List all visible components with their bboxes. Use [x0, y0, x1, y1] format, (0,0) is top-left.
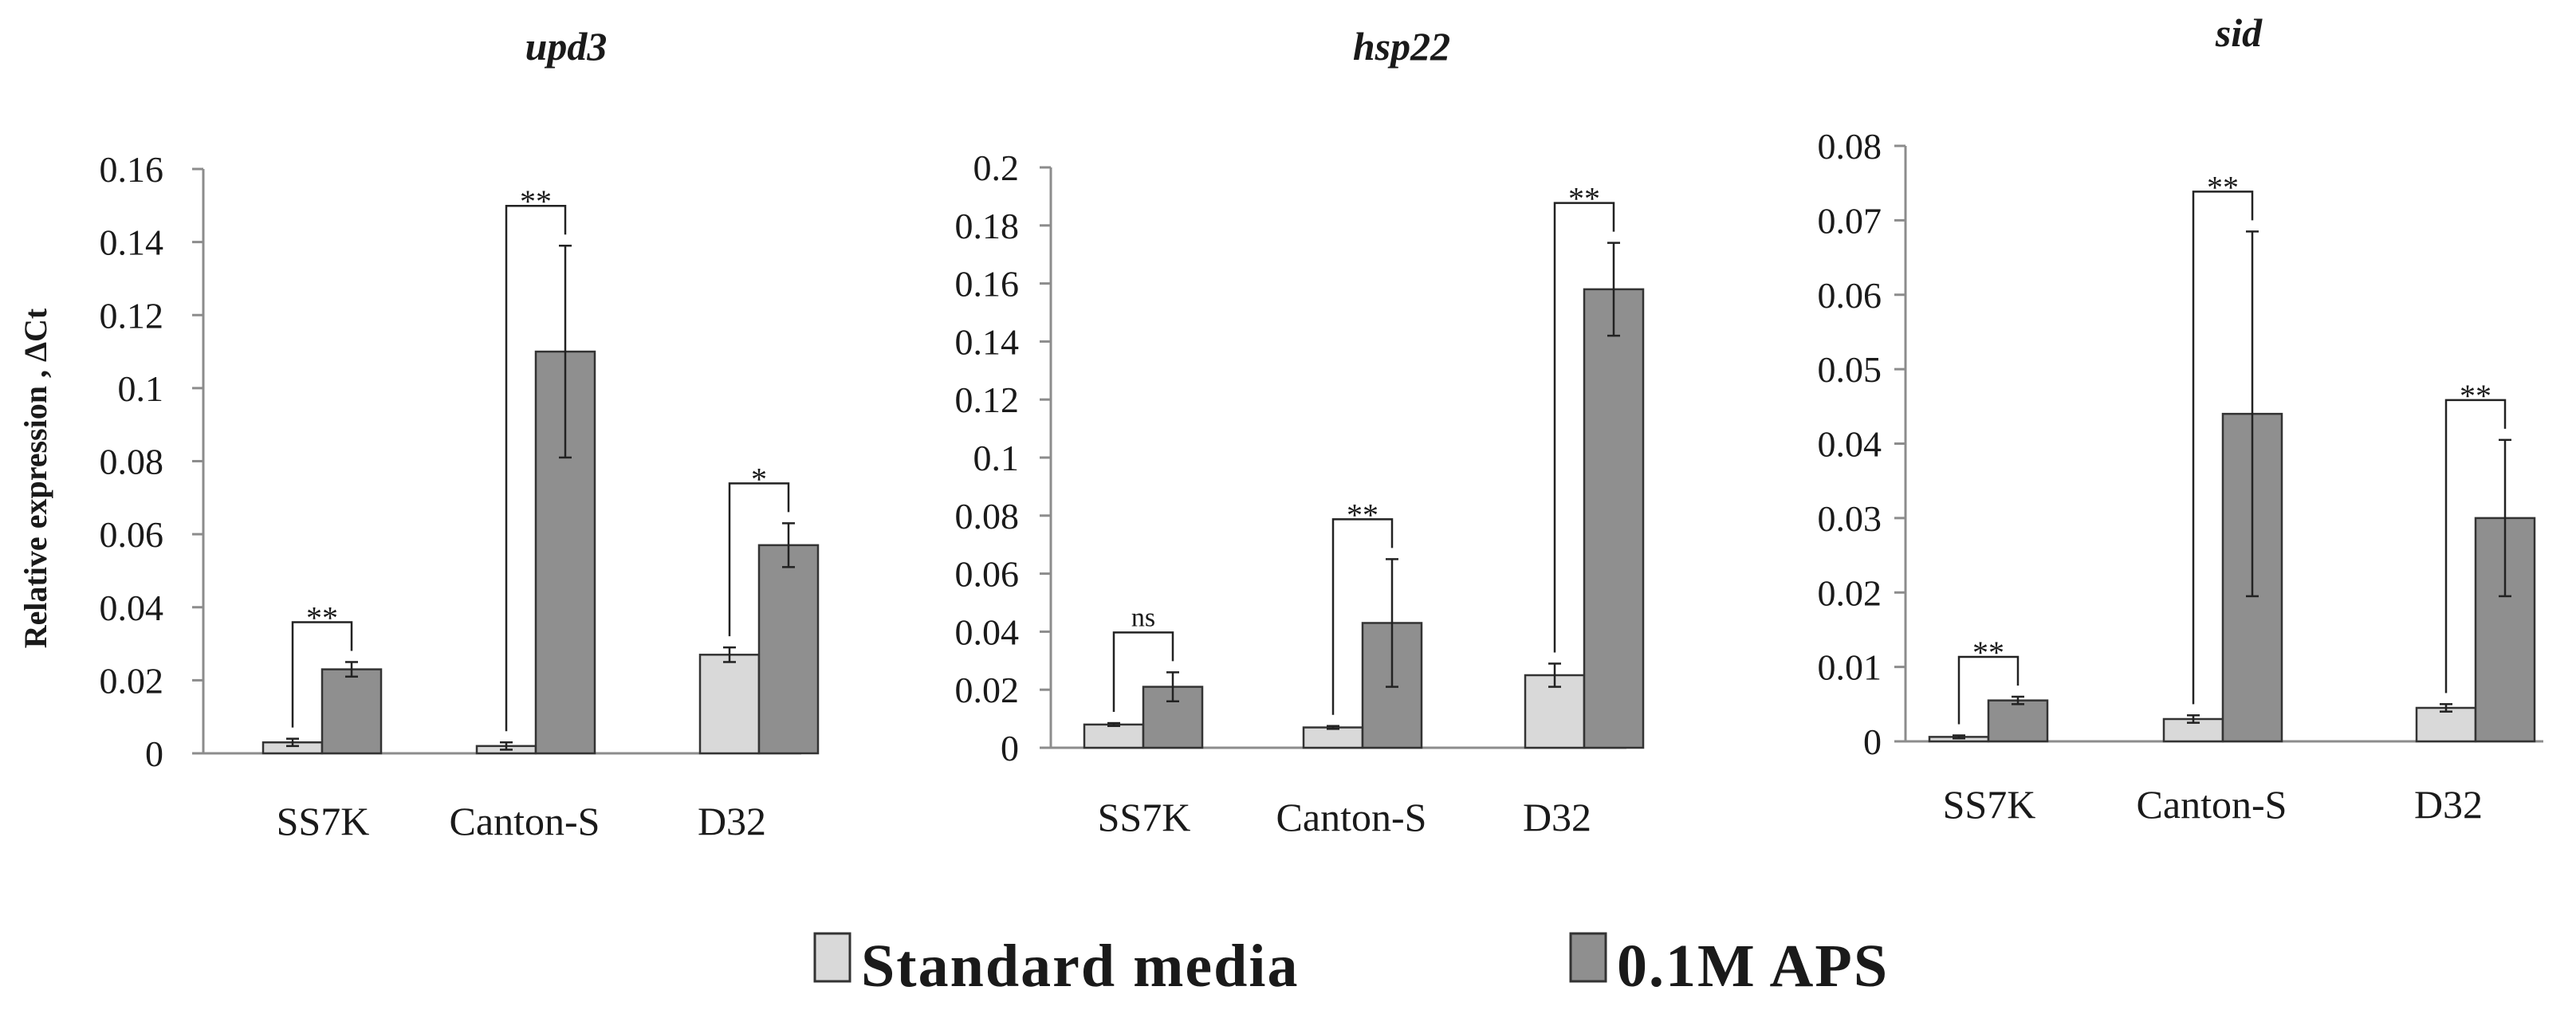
bar-aps — [321, 668, 383, 755]
significance-label: * — [751, 461, 767, 497]
bar-standard-media — [2415, 706, 2477, 743]
y-tick-label: 0.14 — [100, 222, 164, 263]
y-tick-label: 0.01 — [1818, 647, 1882, 688]
y-tick-label: 0.03 — [1818, 498, 1882, 539]
chart-title: upd3 — [525, 24, 608, 69]
y-tick-label: 0.18 — [955, 206, 1020, 246]
y-tick-label: 0.08 — [100, 442, 164, 482]
significance-bracket — [2444, 399, 2507, 694]
x-category-label: Canton-S — [450, 799, 600, 843]
y-tick-label: 0.1 — [973, 438, 1020, 478]
y-tick-label: 0.04 — [100, 588, 164, 628]
y-tick-label: 0.12 — [955, 379, 1020, 420]
y-tick-label: 0 — [1863, 721, 1882, 762]
y-tick-label: 0.02 — [955, 670, 1020, 710]
legend-swatch-aps — [1569, 932, 1607, 983]
significance-label: ** — [1347, 497, 1378, 533]
x-category-label: Canton-S — [1276, 795, 1427, 839]
y-tick-label: 0.12 — [100, 295, 164, 336]
significance-bracket — [1331, 518, 1394, 715]
y-tick-label: 0.06 — [100, 514, 164, 555]
bar-standard-media — [698, 654, 761, 755]
y-tick-label: 0.04 — [955, 611, 1020, 652]
y-tick-label: 0.02 — [100, 660, 164, 701]
y-tick-label: 0.08 — [955, 496, 1020, 536]
x-category-label: D32 — [2414, 782, 2483, 827]
significance-label: ** — [520, 183, 552, 219]
bar-aps — [1987, 699, 2049, 743]
y-tick-label: 0.16 — [100, 149, 164, 190]
x-category-label: SS7K — [1943, 782, 2036, 827]
significance-bracket — [728, 482, 790, 637]
significance-label: ** — [2207, 169, 2239, 205]
significance-bracket — [291, 621, 353, 728]
legend-swatch-standard — [813, 932, 851, 983]
x-category-label: SS7K — [1098, 795, 1191, 839]
bar-standard-media — [1083, 723, 1145, 749]
y-tick-label: 0.08 — [1818, 126, 1882, 167]
y-tick-label: 0.06 — [955, 554, 1020, 595]
legend: Standard media 0.1M APS — [813, 932, 1889, 1000]
chart-sid: sid 0 0.01 0.02 0.03 0.04 0.05 0.06 0.07 0.08 ** SS… — [1818, 10, 2543, 827]
y-tick-label: 0.06 — [1818, 275, 1882, 316]
y-tick-label: 0.14 — [955, 321, 1020, 362]
significance-label: ** — [306, 599, 338, 635]
significance-label: ns — [1131, 603, 1155, 632]
significance-bracket — [2192, 191, 2254, 705]
y-tick-label: 0.02 — [1818, 572, 1882, 613]
bar-aps — [757, 544, 820, 755]
bar-aps — [1583, 288, 1645, 749]
significance-bracket — [1112, 631, 1174, 713]
significance-label: ** — [1568, 181, 1600, 217]
legend-label-aps: 0.1M APS — [1617, 933, 1889, 1000]
y-tick-label: 0.07 — [1818, 200, 1882, 241]
y-tick-label: 0.2 — [973, 147, 1020, 188]
y-axis-label: Relative expression , ΔCt — [18, 308, 53, 648]
x-category-label: SS7K — [277, 799, 370, 843]
significance-bracket — [1553, 202, 1615, 653]
legend-label-standard: Standard media — [861, 933, 1300, 1000]
significance-label: ** — [1972, 635, 2004, 670]
chart-upd3: upd3 0 0.02 0.04 0.06 0.08 0.1 0.12 0.14 0.16 ** SS… — [100, 24, 820, 843]
chart-title: hsp22 — [1353, 24, 1450, 69]
significance-bracket — [505, 204, 567, 732]
y-tick-label: 0 — [1001, 728, 1019, 768]
y-tick-label: 0 — [145, 733, 163, 774]
x-category-label: Canton-S — [2137, 782, 2287, 827]
y-tick-label: 0.04 — [1818, 424, 1882, 465]
chart-title: sid — [2215, 10, 2263, 55]
y-tick-label: 0.05 — [1818, 349, 1882, 390]
significance-bracket — [1957, 655, 2020, 725]
x-category-label: D32 — [1523, 795, 1591, 839]
x-category-label: D32 — [698, 799, 766, 843]
y-tick-label: 0.16 — [955, 264, 1020, 305]
significance-label: ** — [2460, 378, 2491, 414]
bar-standard-media — [1302, 726, 1364, 749]
y-tick-label: 0.1 — [118, 368, 164, 409]
chart-hsp22: hsp22 0 0.02 0.04 0.06 0.08 0.1 0.12 0.14 0.16 0.1… — [955, 24, 1645, 839]
